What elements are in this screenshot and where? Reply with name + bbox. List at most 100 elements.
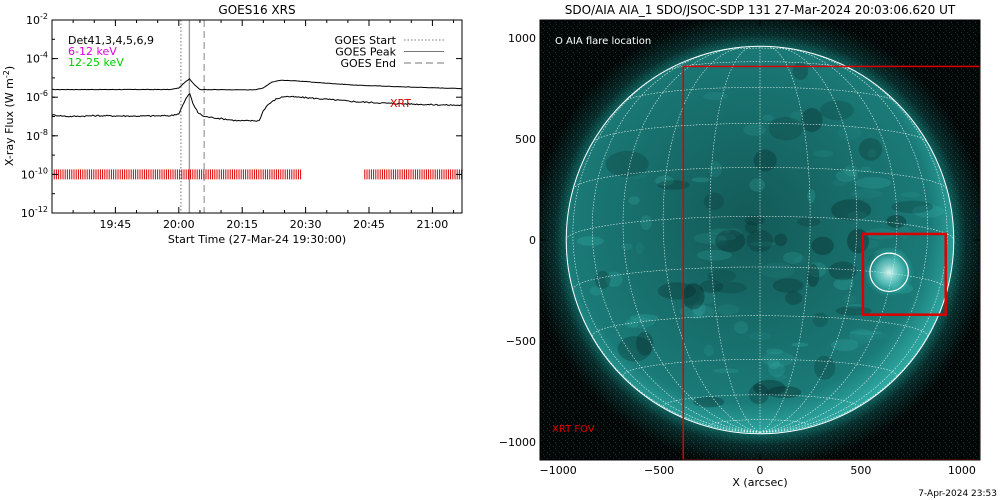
goes-flux-series <box>52 78 462 122</box>
aia-chart-title: SDO/AIA AIA_1 SDO/JSOC-SDP 131 27-Mar-20… <box>565 3 956 17</box>
active-region-patch <box>679 304 715 319</box>
active-region-patch <box>848 328 874 345</box>
active-region-patch <box>837 125 862 141</box>
legend-label: GOES Start <box>335 34 397 47</box>
goes-y-tick-label: 10-6 <box>26 89 48 104</box>
active-region-patch <box>832 179 848 187</box>
heliographic-grid <box>565 46 955 433</box>
dark-region-patch <box>831 199 872 221</box>
dark-region-patch <box>707 269 736 283</box>
dark-region-patch <box>715 229 746 253</box>
goes-lightcurve-panel: GOES16 XRS X-ray Flux (W m-2) Start Time… <box>2 3 463 246</box>
dark-region-patch <box>753 149 777 172</box>
goes-x-tick-label: 20:00 <box>163 218 195 231</box>
dark-region-patch <box>792 62 809 80</box>
active-region-patch <box>703 344 714 357</box>
band-high-annotation: 12-25 keV <box>68 56 124 69</box>
active-region-patch <box>860 166 871 173</box>
dark-region-patch <box>699 280 724 294</box>
grid-line <box>759 65 948 433</box>
active-region-patch <box>847 211 868 221</box>
dark-region-patch <box>748 383 769 405</box>
xrt-annotation: XRT <box>390 97 411 110</box>
aia-x-axis-label: X (arcsec) <box>732 476 787 489</box>
grid-line <box>565 216 955 241</box>
goes-y-tick-label: 10-8 <box>26 128 48 143</box>
dark-region-patch <box>682 283 705 310</box>
active-region-patch <box>767 358 780 370</box>
dark-region-patch <box>819 100 854 121</box>
goes-y-tick-label: 10-10 <box>21 166 48 181</box>
active-region-patch <box>748 332 771 341</box>
goes-x-tick-label: 19:45 <box>100 218 132 231</box>
aia-y-tick-label: −1000 <box>499 436 536 449</box>
active-region-patch <box>898 226 911 239</box>
active-region-patch <box>693 301 706 317</box>
active-region-patch <box>845 304 866 309</box>
goes-y-ticks: 10-2 10-4 10-6 10-8 10-10 10-12 <box>21 12 462 220</box>
active-region-patch <box>624 320 638 329</box>
dark-region-patch <box>746 229 773 253</box>
active-region-patch <box>709 161 722 178</box>
xrt-fov-label: XRT FOV <box>552 424 595 435</box>
dark-region-patch <box>693 396 725 408</box>
dark-region-patch <box>753 379 786 396</box>
active-region-patch <box>793 255 808 264</box>
xrt-coverage-ticks <box>52 169 462 180</box>
dark-region-patch <box>858 138 883 161</box>
active-region-patch <box>733 321 749 334</box>
active-region-patch <box>749 178 765 192</box>
active-region-patch <box>640 215 652 231</box>
dark-region-patch <box>744 215 765 226</box>
dark-region-patch <box>797 217 821 227</box>
active-region-patch <box>761 351 795 367</box>
flare-location-label: O AIA flare location <box>555 36 651 47</box>
active-region-patch <box>691 177 710 183</box>
active-region-patch <box>783 251 803 264</box>
band-low-annotation: 6-12 keV <box>68 45 117 58</box>
dark-region-patch <box>703 192 725 210</box>
active-region-patch <box>833 278 854 291</box>
active-region-patch <box>725 228 743 237</box>
legend-label: GOES Peak <box>335 46 396 59</box>
active-region-patch <box>807 189 816 203</box>
active-region-patch <box>850 189 883 199</box>
goes-chart-title: GOES16 XRS <box>218 3 295 17</box>
active-region-patch <box>835 169 858 182</box>
dark-region-patch <box>891 200 934 214</box>
active-region-patch <box>912 204 945 218</box>
grid-line <box>622 48 761 433</box>
dark-region-patch <box>801 107 823 133</box>
dark-region-patch <box>605 151 649 177</box>
goes-y-tick-label: 10-12 <box>21 205 48 220</box>
active-region-patch <box>605 271 623 287</box>
grid-line <box>759 46 858 433</box>
goes-x-tick-label: 21:00 <box>417 218 449 231</box>
aia-x-ticks: −1000 −500 0 500 1000 <box>540 20 976 477</box>
active-region-patch <box>750 241 776 247</box>
grid-line <box>592 123 928 142</box>
grid-line <box>716 47 804 52</box>
grid-line <box>709 46 761 433</box>
dark-region-patch <box>772 278 804 293</box>
goes-x-tick-label: 20:30 <box>290 218 322 231</box>
active-region-patch <box>762 114 774 122</box>
active-region-patch <box>842 294 857 304</box>
active-region-patch <box>717 234 737 241</box>
active-region-patch <box>629 314 659 322</box>
goes-ylabel-group: X-ray Flux (W m-2) <box>2 66 16 166</box>
active-region-patch <box>655 175 674 186</box>
goes-event-lines <box>180 20 205 213</box>
grid-line <box>662 46 761 433</box>
aia-y-ticks: −1000 −500 0 500 1000 <box>499 32 980 449</box>
active-region-patch <box>850 330 882 335</box>
goes-y-tick-label: 10-4 <box>26 51 48 66</box>
goes-y-axis-label: X-ray Flux (W m-2) <box>2 66 16 166</box>
active-region-patch <box>621 243 633 251</box>
grid-line <box>591 50 761 433</box>
active-region-patch <box>844 165 859 177</box>
aia-x-tick-label: 1000 <box>948 464 976 477</box>
grid-line <box>759 50 929 433</box>
goes-x-axis-label: Start Time (27-Mar-24 19:30:00) <box>168 233 346 246</box>
